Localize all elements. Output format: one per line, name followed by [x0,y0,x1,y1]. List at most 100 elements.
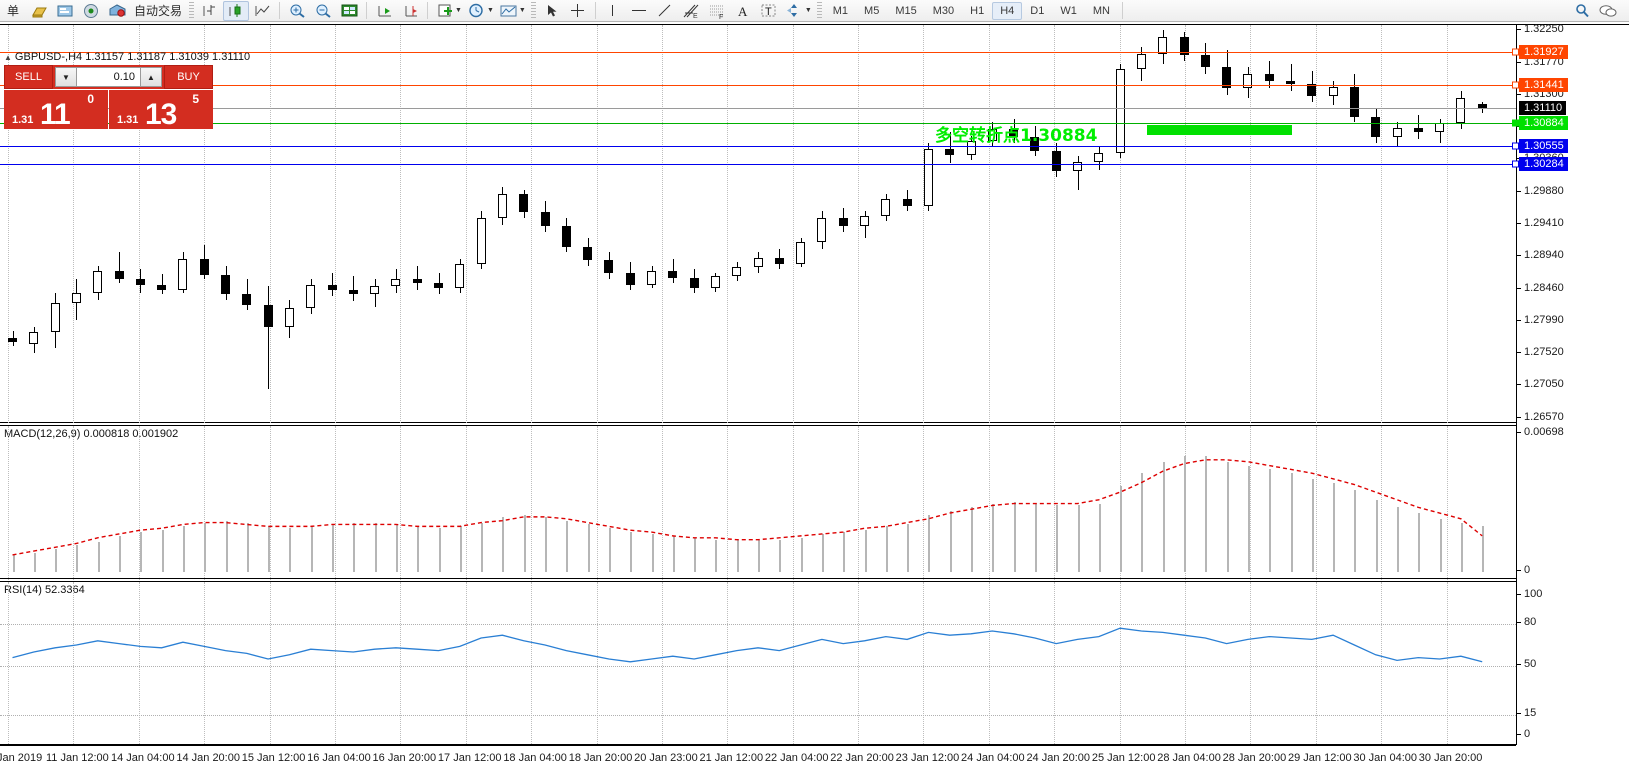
periods-dropdown-caret[interactable]: ▼ [486,7,494,14]
timeframe-m1[interactable]: M1 [832,4,849,17]
volume-increase-button[interactable]: ▲ [140,67,162,87]
autotrading-button[interactable]: 自动交易 [134,4,183,18]
volume-decrease-button[interactable]: ▼ [55,67,77,87]
volume-stepper[interactable]: ▼ 0.10 ▲ [53,65,164,89]
candlestick-chart-icon[interactable] [223,0,250,21]
gridline-vertical [1446,582,1448,746]
octp-top-row: SELL ▼ 0.10 ▲ BUY [4,65,213,89]
price-level-line[interactable] [0,107,1516,109]
crosshair-icon[interactable] [565,1,591,21]
macd-bar [161,530,164,572]
price-badge[interactable]: 1.31441 [1512,78,1568,93]
one-click-trading-panel[interactable]: ▲ GBPUSD-,H4 1.31157 1.31187 1.31039 1.31… [4,51,250,131]
macd-bar [97,541,100,572]
candle-body [1051,150,1061,172]
svg-text:F: F [719,14,723,19]
sell-price-cell[interactable]: 1.31 11 0 [4,90,108,131]
bar-chart-icon[interactable] [197,1,223,21]
price-badge[interactable]: 1.30284 [1512,157,1568,172]
price-scale[interactable]: 1.32250 1.31770 1.31300 1.29880 1.29410 1.289… [1512,23,1629,745]
candle-body [263,305,273,328]
vertical-line-icon[interactable] [600,1,626,21]
timeframe-m5[interactable]: M5 [864,4,880,17]
macd-bar [1056,505,1059,572]
autoscroll-icon[interactable] [371,1,397,21]
indicators-dropdown-caret[interactable]: ▼ [455,7,462,14]
templates-icon[interactable] [496,1,522,21]
macd-bar [289,528,292,572]
level-handle[interactable] [1512,142,1519,150]
zoom-out-icon[interactable] [310,1,336,21]
macd-bar [119,535,121,572]
macd-bar [481,522,484,572]
price-level-line[interactable] [0,123,1516,125]
volume-input[interactable]: 0.10 [77,67,140,87]
candle-body [434,282,443,288]
periods-icon[interactable] [464,1,490,21]
horizontal-line-icon[interactable] [626,1,652,21]
price-badge[interactable]: 1.31110 [1519,100,1567,115]
macd-bar [1247,465,1250,572]
timeframe-h4[interactable]: H4 [992,1,1023,20]
candle-wick [672,258,674,283]
toolbar-grip-3[interactable] [816,2,822,19]
price-level-line[interactable] [0,164,1516,166]
shapes-icon[interactable] [782,1,808,21]
candle-body [519,193,529,213]
macd-pane[interactable]: MACD(12,26,9) 0.000818 0.001902 [0,425,1516,580]
search-icon[interactable] [1569,1,1595,21]
macd-bar [374,522,377,572]
fibonacci-icon[interactable]: F [704,1,730,21]
gold-bar-icon[interactable] [26,1,52,21]
timeframe-h1[interactable]: H1 [970,4,985,17]
price-pane[interactable]: 多空转折点1.30884 [0,25,1516,423]
sell-price-main: 11 [40,98,71,131]
cursor-icon[interactable] [539,1,565,21]
sell-button[interactable]: SELL [4,65,53,89]
level-handle[interactable] [1512,48,1519,56]
level-handle[interactable] [1512,81,1519,89]
gridline-vertical [1381,25,1383,423]
gridline-vertical [1315,426,1317,580]
macd-bar [1269,469,1272,572]
timeframe-m15[interactable]: M15 [895,4,917,17]
chart-shift-icon[interactable] [397,1,423,21]
equidistant-channel-icon[interactable]: E [678,1,704,21]
data-window-icon[interactable] [336,1,362,21]
indicators-icon[interactable] [432,1,458,21]
chart-expand-arrow[interactable]: ▲ [4,53,12,62]
timeframe-m30[interactable]: M30 [932,4,955,17]
rsi-pane[interactable]: RSI(14) 52.3364 [0,581,1516,746]
price-badge[interactable]: 1.30555 [1512,138,1568,153]
templates-dropdown-caret[interactable]: ▼ [518,7,526,14]
timeframe-d1[interactable]: D1 [1030,4,1045,17]
price-level-line[interactable] [0,51,1516,53]
toolbar-grip[interactable] [189,2,195,19]
price-badge[interactable]: 1.31927 [1512,44,1568,59]
new-order-icon[interactable]: 单 [6,4,19,18]
level-handle[interactable] [1512,119,1519,127]
buy-price-cell[interactable]: 1.31 13 5 [109,90,213,131]
shapes-dropdown-caret[interactable]: ▼ [804,7,812,14]
text-icon[interactable]: A [730,1,756,21]
line-chart-icon[interactable] [249,1,275,21]
rsi-tick: 100 [1517,588,1542,600]
text-label-icon[interactable]: T [756,1,782,21]
price-badge[interactable]: 1.30884 [1512,116,1568,131]
market-icon[interactable] [104,1,130,21]
signals-icon[interactable] [78,1,104,21]
level-handle[interactable] [1512,160,1519,168]
zoom-in-icon[interactable] [284,1,310,21]
trendline-icon[interactable] [652,1,678,21]
price-level-line[interactable] [0,145,1516,147]
toolbar-grip-2[interactable] [530,2,536,19]
terminal-icon[interactable] [52,1,78,21]
timeframe-mn[interactable]: MN [1092,4,1110,17]
chat-icon[interactable] [1595,1,1621,21]
buy-button[interactable]: BUY [164,65,213,89]
chart-window[interactable]: ▼ 多空转折点1.30884 MACD(12,26,9) 0.000818 0.… [0,23,1629,771]
price-level-line[interactable] [0,85,1516,87]
timeframe-w1[interactable]: W1 [1060,4,1077,17]
macd-bar [1077,505,1080,572]
